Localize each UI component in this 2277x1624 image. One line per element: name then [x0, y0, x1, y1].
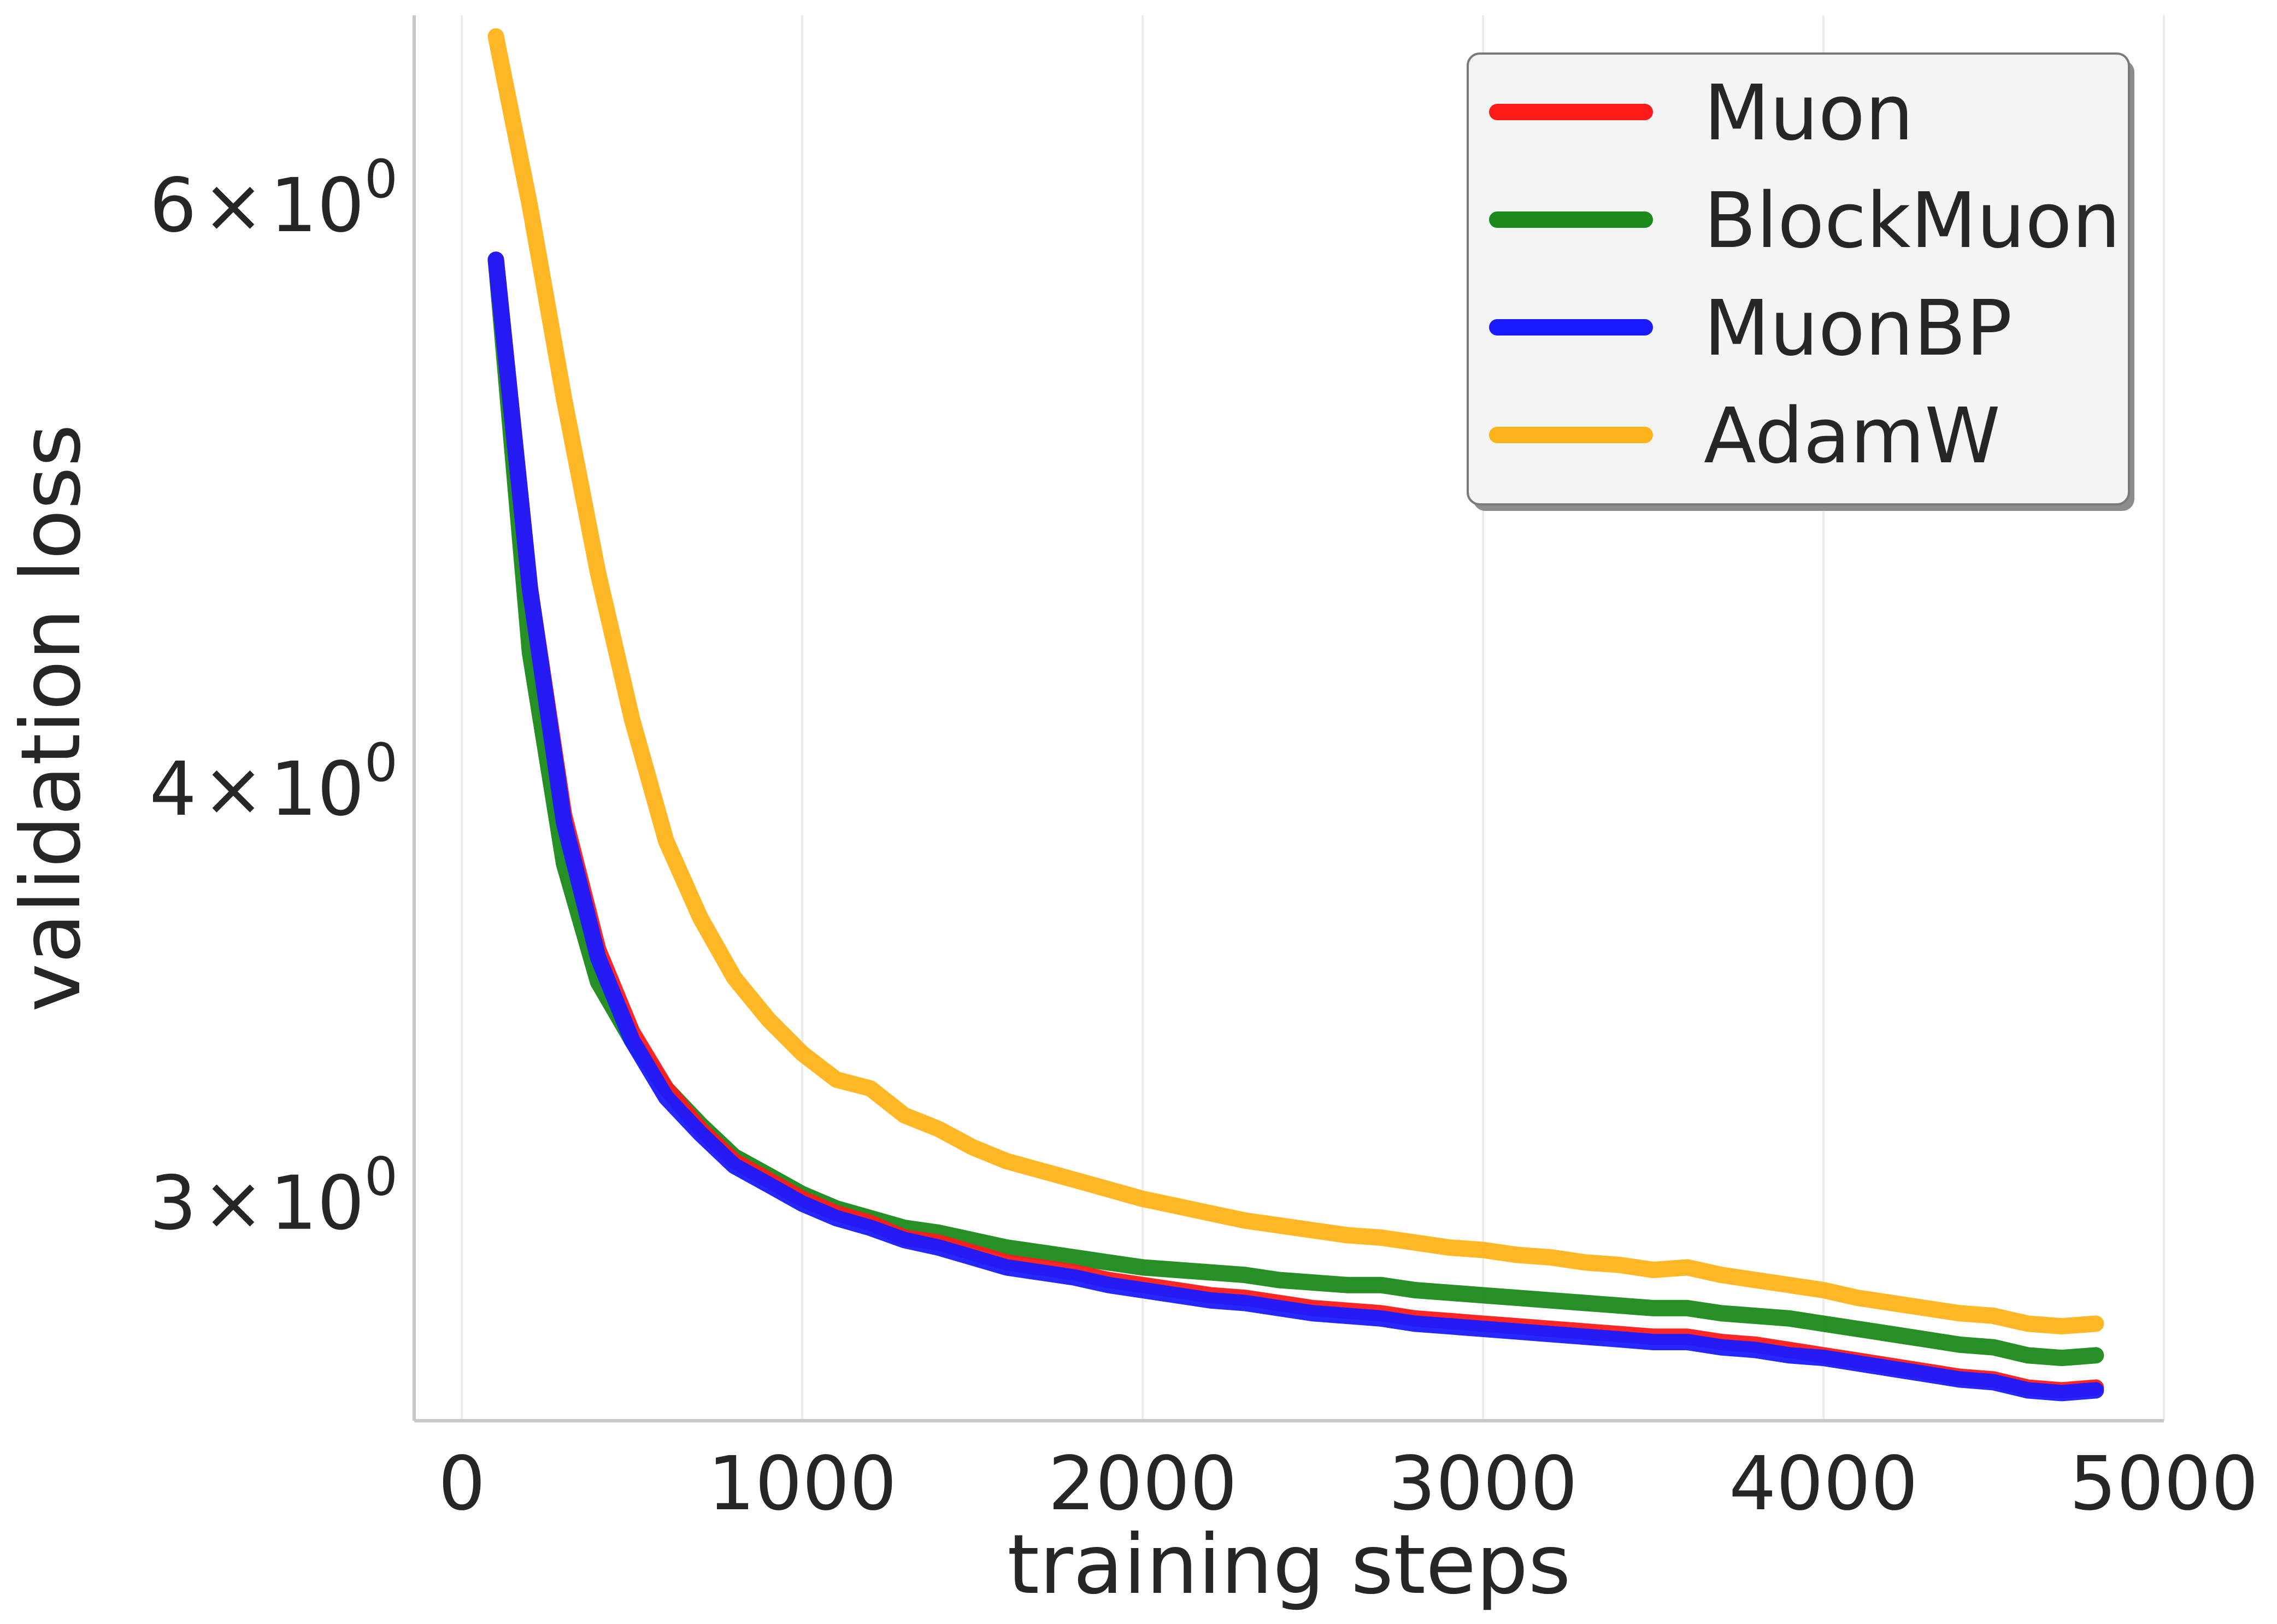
- legend-box: [1467, 52, 2130, 505]
- x-tick-label-5000: 5000: [2069, 1441, 2258, 1527]
- x-axis-label: training steps: [1007, 1517, 1570, 1613]
- y-tick-label-3: 3×100: [149, 1146, 398, 1247]
- legend-label-muon: Muon: [1704, 69, 1914, 158]
- x-tick-label-0: 0: [438, 1441, 486, 1527]
- x-tick-label-4000: 4000: [1729, 1441, 1918, 1527]
- y-tick-label-6: 6×100: [149, 149, 398, 249]
- y-tick-labels: 6×100 4×100 3×100: [149, 149, 398, 1247]
- y-axis-label: validation loss: [4, 424, 99, 1012]
- series-line-muonbp: [487, 251, 2104, 1402]
- series-lines: [487, 28, 2104, 1402]
- x-tick-label-1000: 1000: [708, 1441, 897, 1527]
- series-line-adamw: [487, 28, 2104, 1335]
- legend-label-adamw: AdamW: [1704, 392, 2001, 481]
- x-tick-labels: 0 1000 2000 3000 4000 5000: [438, 1441, 2258, 1527]
- legend: Muon BlockMuon MuonBP AdamW: [1467, 52, 2134, 511]
- x-tick-label-2000: 2000: [1048, 1441, 1237, 1527]
- legend-items: Muon BlockMuon MuonBP AdamW: [1489, 69, 2121, 481]
- legend-label-blockmuon: BlockMuon: [1704, 176, 2121, 266]
- x-tick-label-3000: 3000: [1388, 1441, 1578, 1527]
- axes: [413, 15, 2164, 1422]
- legend-label-muonbp: MuonBP: [1704, 284, 2012, 373]
- y-tick-label-4: 4×100: [149, 732, 398, 833]
